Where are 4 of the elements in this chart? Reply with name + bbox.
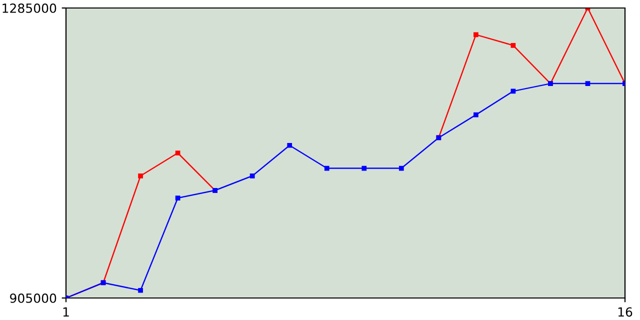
x-tick-label: 16 [618, 307, 632, 317]
y-tick-label: 1285000 [2, 3, 56, 13]
y-tick-label: 905000 [10, 293, 56, 303]
x-tick-label: 1 [63, 307, 69, 317]
